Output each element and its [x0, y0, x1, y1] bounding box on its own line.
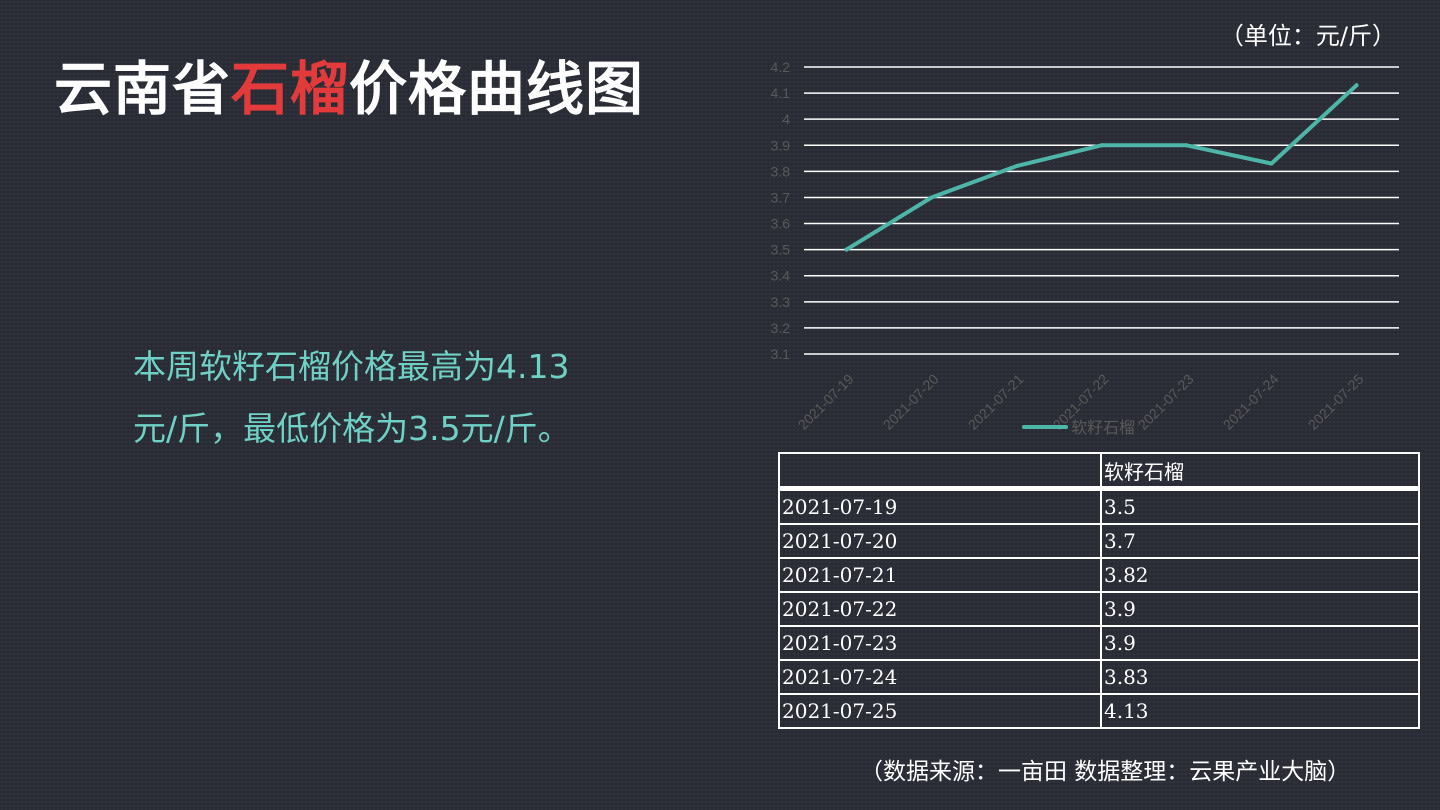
- table-cell-price: 3.83: [1100, 659, 1420, 695]
- table-cell-date: 2021-07-20: [778, 523, 1102, 559]
- y-tick-label: 3.8: [771, 163, 791, 179]
- title-suffix: 价格曲线图: [349, 55, 645, 123]
- data-point: [929, 195, 934, 200]
- x-tick-label: 2021-07-23: [1135, 371, 1197, 433]
- series-line: [844, 83, 1359, 252]
- table-cell-date: 2021-07-23: [778, 625, 1102, 661]
- price-line-chart: 3.1 3.2 3.3 3.4 3.5 3.6 3.7 3.8 3.9 4 4.1 4.2 2021-0…: [771, 59, 1399, 437]
- price-summary: 本周软籽石榴价格最高为4.13 元/斤，最低价格为3.5元/斤。: [133, 336, 653, 460]
- table-header-cell: [778, 452, 1102, 491]
- table-cell-date: 2021-07-24: [778, 659, 1102, 695]
- table-row: 2021-07-23 3.9: [778, 625, 1420, 661]
- table-cell-date: 2021-07-25: [778, 693, 1102, 729]
- table-cell-date: 2021-07-19: [778, 487, 1102, 525]
- table-cell-date: 2021-07-21: [778, 557, 1102, 593]
- y-tick-label: 3.1: [771, 346, 791, 362]
- table-row: 2021-07-20 3.7: [778, 523, 1420, 559]
- y-tick-label: 3.5: [771, 242, 791, 258]
- data-point: [1014, 164, 1019, 169]
- y-tick-label: 4: [782, 111, 790, 127]
- table-cell-price: 4.13: [1100, 693, 1420, 729]
- table-header-cell: 软籽石榴: [1100, 452, 1420, 491]
- table-row: 2021-07-21 3.82: [778, 557, 1420, 593]
- title-prefix: 云南省: [54, 55, 232, 123]
- table-row: 2021-07-22 3.9: [778, 591, 1420, 627]
- table-header-row: 软籽石榴: [778, 452, 1420, 491]
- y-tick-label: 3.2: [771, 320, 791, 336]
- summary-line-2: 元/斤，最低价格为3.5元/斤。: [133, 409, 571, 448]
- table-cell-price: 3.9: [1100, 625, 1420, 661]
- y-tick-label: 3.3: [771, 294, 791, 310]
- title-highlight: 石榴: [231, 55, 350, 123]
- data-point: [844, 247, 849, 252]
- data-source-note: （数据来源：一亩田 数据整理：云果产业大脑）: [860, 759, 1351, 785]
- y-tick-label: 3.6: [771, 216, 791, 232]
- table-row: 2021-07-24 3.83: [778, 659, 1420, 695]
- x-tick-label: 2021-07-21: [965, 371, 1027, 433]
- data-point: [1269, 161, 1274, 166]
- table-row: 2021-07-25 4.13: [778, 693, 1420, 729]
- x-tick-label: 2021-07-19: [795, 371, 857, 433]
- data-point: [1184, 143, 1189, 148]
- summary-line-1: 本周软籽石榴价格最高为4.13: [133, 347, 570, 386]
- x-tick-label: 2021-07-20: [880, 371, 942, 433]
- price-data-table: 软籽石榴 2021-07-19 3.5 2021-07-20 3.7 2021-07…: [778, 452, 1420, 729]
- table-row: 2021-07-19 3.5: [778, 487, 1420, 525]
- table-cell-price: 3.5: [1100, 487, 1420, 525]
- data-point: [1099, 143, 1104, 148]
- x-tick-label: 2021-07-24: [1220, 371, 1282, 433]
- page-title: 云南省石榴价格曲线图: [54, 54, 644, 124]
- y-tick-label: 4.1: [771, 85, 791, 101]
- y-tick-label: 3.7: [771, 189, 791, 205]
- table-cell-date: 2021-07-22: [778, 591, 1102, 627]
- table-cell-price: 3.7: [1100, 523, 1420, 559]
- y-tick-label: 3.4: [771, 268, 791, 284]
- y-tick-label: 4.2: [771, 59, 791, 75]
- table-cell-price: 3.9: [1100, 591, 1420, 627]
- x-tick-label: 2021-07-25: [1305, 371, 1367, 433]
- unit-label: （单位：元/斤）: [1219, 22, 1396, 50]
- legend-label: 软籽石榴: [1071, 418, 1135, 437]
- y-tick-label: 3.9: [771, 137, 791, 153]
- table-cell-price: 3.82: [1100, 557, 1420, 593]
- data-point: [1354, 83, 1359, 88]
